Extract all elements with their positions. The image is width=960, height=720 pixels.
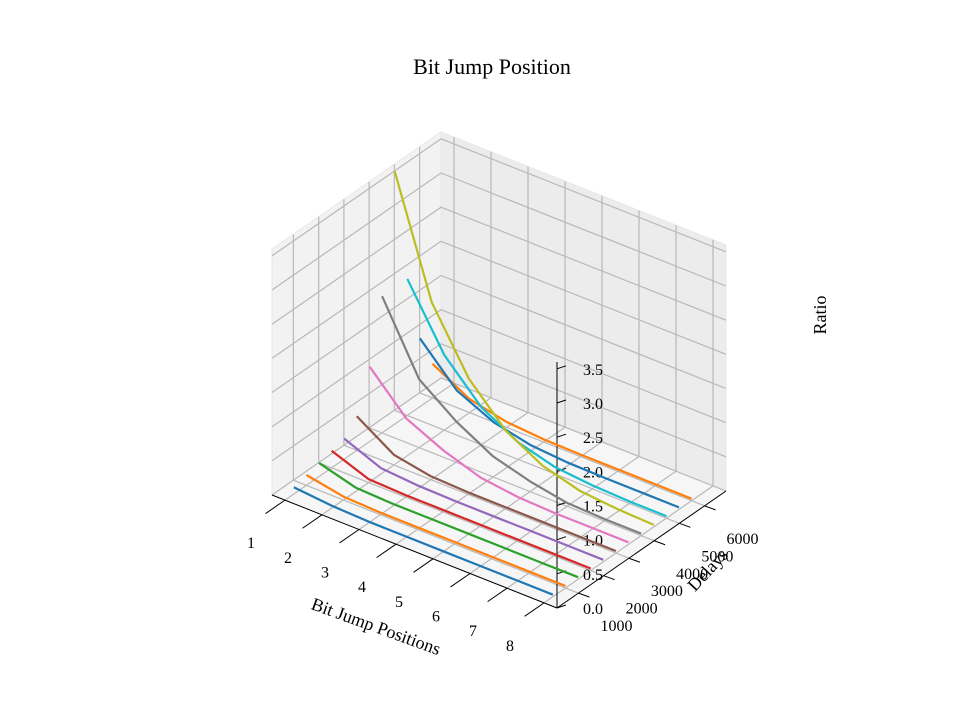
z-tick-label: 0.0 [583,601,603,618]
x-tick-mark [524,602,545,617]
x-tick-label: 2 [284,550,292,567]
x-tick-label: 1 [247,535,255,552]
z-axis-label: Ratio [810,296,830,335]
chart-gridlines [271,137,727,604]
x-tick-mark [302,514,323,529]
z-tick-mark [556,365,567,370]
y-tick-label: 2000 [626,601,658,618]
y-tick-label: 6000 [727,531,759,548]
gridline-z [271,172,727,291]
z-tick-mark [556,502,567,506]
gridline-z [271,343,727,462]
x-tick-mark [450,573,471,588]
x-tick-mark [376,543,397,559]
x-axis-line [271,494,558,609]
y-tick-label: 4000 [676,566,708,583]
y-tick-label: 1000 [600,618,632,635]
gridline-z [271,309,727,428]
y-tick-mark [679,522,691,528]
z-tick-mark [556,399,567,404]
y-tick-label: 3000 [651,583,683,600]
series-line [356,415,617,553]
gridline-z [271,377,727,496]
chart-series-layer [293,171,693,596]
y-tick-mark [628,557,641,563]
x-tick-mark [413,558,434,573]
chart-panes [270,131,728,609]
z-tick-label: 3.0 [583,396,603,413]
gridline-z [271,138,727,257]
series-line [431,363,693,500]
gridline-z [271,206,727,325]
series-line [293,486,554,596]
y-tick-mark [603,575,615,581]
z-tick-mark [556,604,567,609]
y-tick-mark [578,592,590,598]
x-tick-label: 7 [469,623,477,640]
chart-title: Bit Jump Position [413,54,571,79]
x-tick-mark [487,587,508,603]
x-tick-label: 5 [395,594,403,611]
x-axis-label: Bit Jump Positions [309,594,444,659]
series-line [318,461,579,579]
series-line [330,449,592,570]
z-tick-mark [556,433,567,438]
x-tick-mark [265,499,286,514]
series-line [305,474,566,588]
gridline-z [271,274,727,393]
y-tick-mark [704,505,716,511]
x-tick-label: 8 [506,638,514,655]
x-tick-mark [339,529,360,544]
z-tick-label: 3.5 [583,362,603,379]
x-tick-label: 4 [358,579,366,596]
z-tick-label: 2.5 [583,430,603,447]
series-line [406,278,667,518]
y-tick-mark [653,540,666,546]
series-line [343,437,604,561]
z-tick-mark [556,536,567,541]
series-line [393,171,655,526]
x-tick-label: 3 [321,564,329,581]
y-tick-label: 5000 [701,548,733,565]
y-axis-line [556,490,727,609]
series-line [419,337,680,509]
z-tick-label: 0.5 [583,567,603,584]
x-tick-label: 6 [432,609,440,626]
series-line [381,295,642,535]
chart-axes: 123456781000200030004000500060000.00.51.… [247,362,759,655]
series-line [368,365,629,544]
gridline-z [271,240,727,359]
